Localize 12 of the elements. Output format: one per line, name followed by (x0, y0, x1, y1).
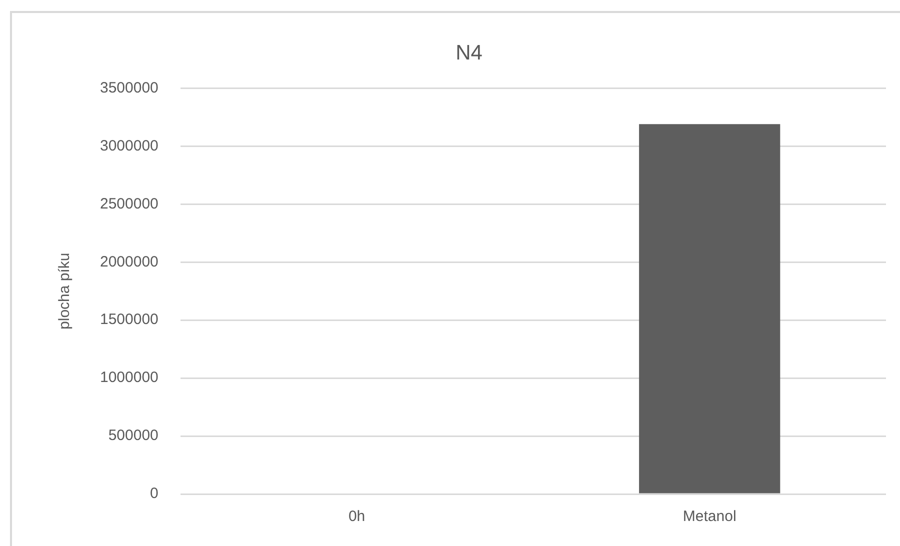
y-tick-label: 3500000 (100, 79, 158, 96)
y-tick-label: 2500000 (100, 195, 158, 212)
y-tick-label: 500000 (108, 427, 158, 444)
y-tick-label: 3000000 (100, 137, 158, 154)
y-tick-label: 2000000 (100, 253, 158, 270)
y-tick-label: 1000000 (100, 369, 158, 386)
chart-title: N4 (456, 41, 483, 64)
x-tick-label: Metanol (682, 508, 736, 526)
y-tick-label: 1500000 (100, 311, 158, 328)
x-tick-label: 0h (348, 508, 366, 526)
y-axis-title: plocha píku (56, 252, 74, 330)
y-tick-label: 0 (150, 485, 158, 502)
